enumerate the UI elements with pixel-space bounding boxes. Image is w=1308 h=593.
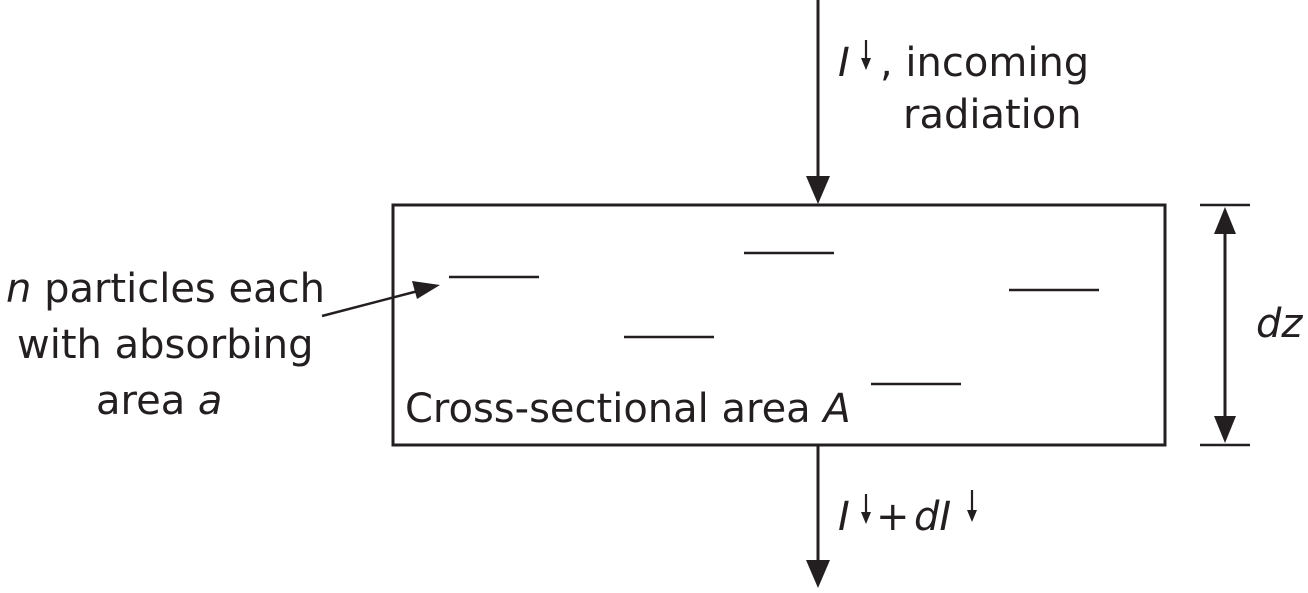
cross-section-var: A [820, 386, 850, 432]
outgoing-intensity-symbol: I [838, 494, 850, 540]
incoming-label-line2: radiation [903, 92, 1082, 138]
outgoing-label: I + dI [838, 490, 977, 540]
outgoing-arrow [806, 445, 830, 588]
particles-count-var: n [6, 266, 31, 312]
incoming-label: I , incoming radiation [838, 40, 1089, 138]
incoming-intensity-symbol: I [838, 40, 850, 86]
particles-label: n particles each with absorbing area a [6, 266, 325, 424]
layer-box [391, 203, 1167, 447]
particles-label-line3: area a [96, 378, 222, 424]
outgoing-differential-symbol: dI [914, 494, 951, 540]
thickness-dimension [1200, 203, 1250, 447]
cross-section-label: Cross-sectional area A [405, 386, 851, 432]
thickness-label: dz [1256, 301, 1303, 347]
incoming-down-arrow-icon [861, 40, 871, 70]
particles-label-line3-text: area [96, 378, 198, 424]
incoming-label-line1: , incoming [880, 40, 1089, 86]
particles-label-line2: with absorbing [17, 322, 313, 368]
absorbing-area-var: a [198, 378, 223, 424]
incoming-arrow [806, 0, 830, 204]
cross-section-text: Cross-sectional area [405, 386, 823, 432]
particles-label-line1-text: particles each [31, 266, 325, 312]
particle-pointer-arrow [321, 281, 440, 318]
particles-label-line1: n particles each [6, 266, 325, 312]
outgoing-diff-down-arrow-icon [967, 490, 977, 522]
outgoing-down-arrow-icon [861, 494, 871, 524]
particles [449, 251, 1099, 386]
outgoing-plus: + [876, 494, 922, 540]
